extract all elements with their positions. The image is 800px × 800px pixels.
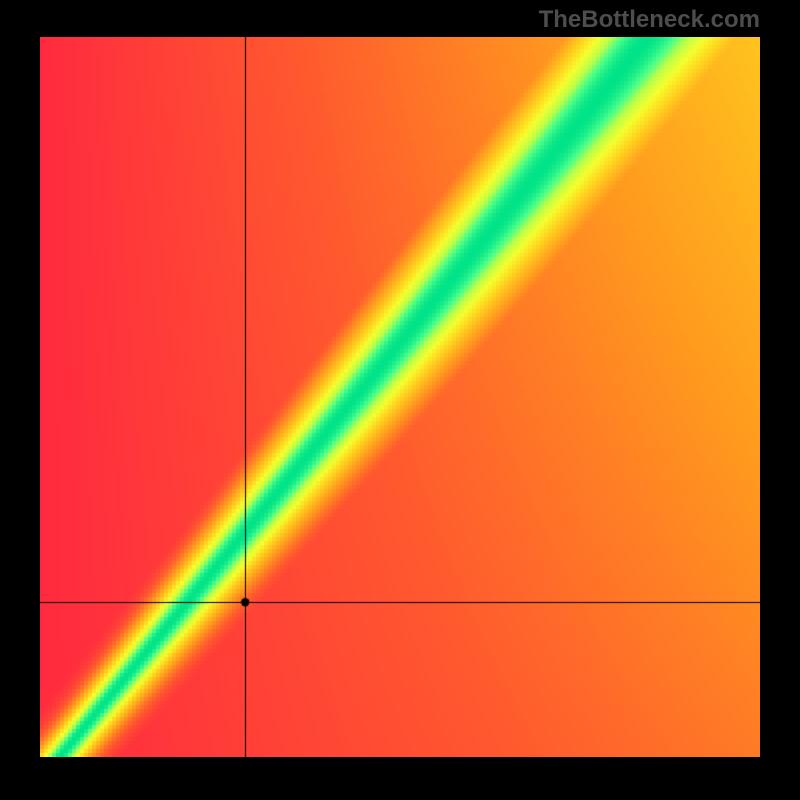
watermark-text: TheBottleneck.com — [539, 6, 760, 34]
bottleneck-heatmap-container: TheBottleneck.com — [0, 0, 800, 800]
bottleneck-heatmap — [40, 37, 760, 757]
